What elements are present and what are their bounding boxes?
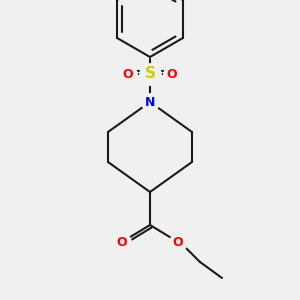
Text: O: O	[117, 236, 127, 248]
Text: N: N	[145, 95, 155, 109]
Text: S: S	[145, 67, 155, 82]
Text: O: O	[167, 68, 177, 80]
Text: O: O	[123, 68, 133, 80]
Text: O: O	[173, 236, 183, 248]
